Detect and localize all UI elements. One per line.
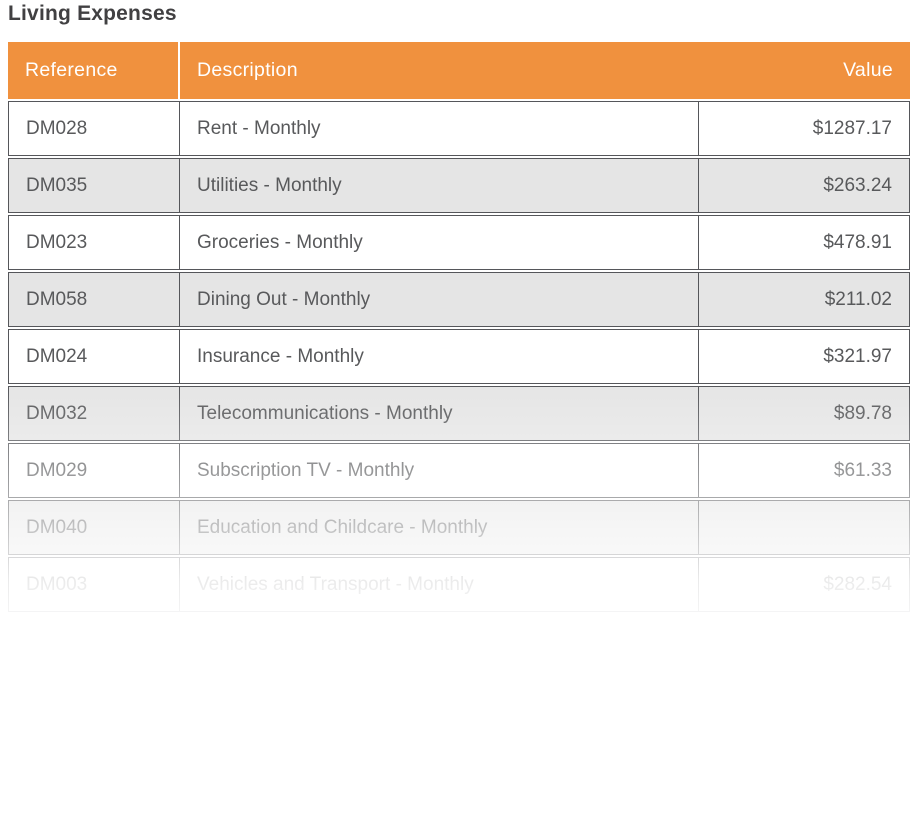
column-header-description: Description — [180, 42, 699, 99]
cell-reference: DM035 — [8, 158, 180, 213]
table-row: DM058 Dining Out - Monthly $211.02 — [8, 272, 910, 327]
cell-reference: DM023 — [8, 215, 180, 270]
cell-value: $61.33 — [699, 443, 910, 498]
cell-description: Utilities - Monthly — [180, 158, 699, 213]
cell-value: $478.91 — [699, 215, 910, 270]
cell-value: $1287.17 — [699, 101, 910, 156]
cell-value — [699, 500, 910, 555]
cell-reference: DM029 — [8, 443, 180, 498]
cell-reference: DM058 — [8, 272, 180, 327]
cell-description: Groceries - Monthly — [180, 215, 699, 270]
table-row: DM029 Subscription TV - Monthly $61.33 — [8, 443, 910, 498]
table-row: DM028 Rent - Monthly $1287.17 — [8, 101, 910, 156]
table-row: DM023 Groceries - Monthly $478.91 — [8, 215, 910, 270]
cell-reference: DM003 — [8, 557, 180, 612]
cell-description: Vehicles and Transport - Monthly — [180, 557, 699, 612]
cell-value: $321.97 — [699, 329, 910, 384]
cell-value: $263.24 — [699, 158, 910, 213]
cell-reference: DM028 — [8, 101, 180, 156]
cell-reference: DM024 — [8, 329, 180, 384]
expenses-table-wrap: Reference Description Value DM028 Rent -… — [0, 40, 915, 695]
table-row: DM040 Education and Childcare - Monthly — [8, 500, 910, 555]
cell-value: $282.54 — [699, 557, 910, 612]
table-row: DM032 Telecommunications - Monthly $89.7… — [8, 386, 910, 441]
cell-reference: DM032 — [8, 386, 180, 441]
cell-description: Education and Childcare - Monthly — [180, 500, 699, 555]
table-row: DM003 Vehicles and Transport - Monthly $… — [8, 557, 910, 612]
header-row: Reference Description Value — [8, 42, 910, 99]
cell-description: Subscription TV - Monthly — [180, 443, 699, 498]
table-row: DM024 Insurance - Monthly $321.97 — [8, 329, 910, 384]
cell-description: Telecommunications - Monthly — [180, 386, 699, 441]
cell-description: Insurance - Monthly — [180, 329, 699, 384]
cell-value: $211.02 — [699, 272, 910, 327]
column-header-reference: Reference — [8, 42, 180, 99]
page-title: Living Expenses — [8, 2, 177, 25]
column-header-value: Value — [699, 42, 910, 99]
table-body: DM028 Rent - Monthly $1287.17 DM035 Util… — [8, 101, 910, 612]
cell-value: $89.78 — [699, 386, 910, 441]
table-row: DM035 Utilities - Monthly $263.24 — [8, 158, 910, 213]
cell-description: Dining Out - Monthly — [180, 272, 699, 327]
expenses-table: Reference Description Value DM028 Rent -… — [8, 40, 910, 614]
cell-reference: DM040 — [8, 500, 180, 555]
cell-description: Rent - Monthly — [180, 101, 699, 156]
